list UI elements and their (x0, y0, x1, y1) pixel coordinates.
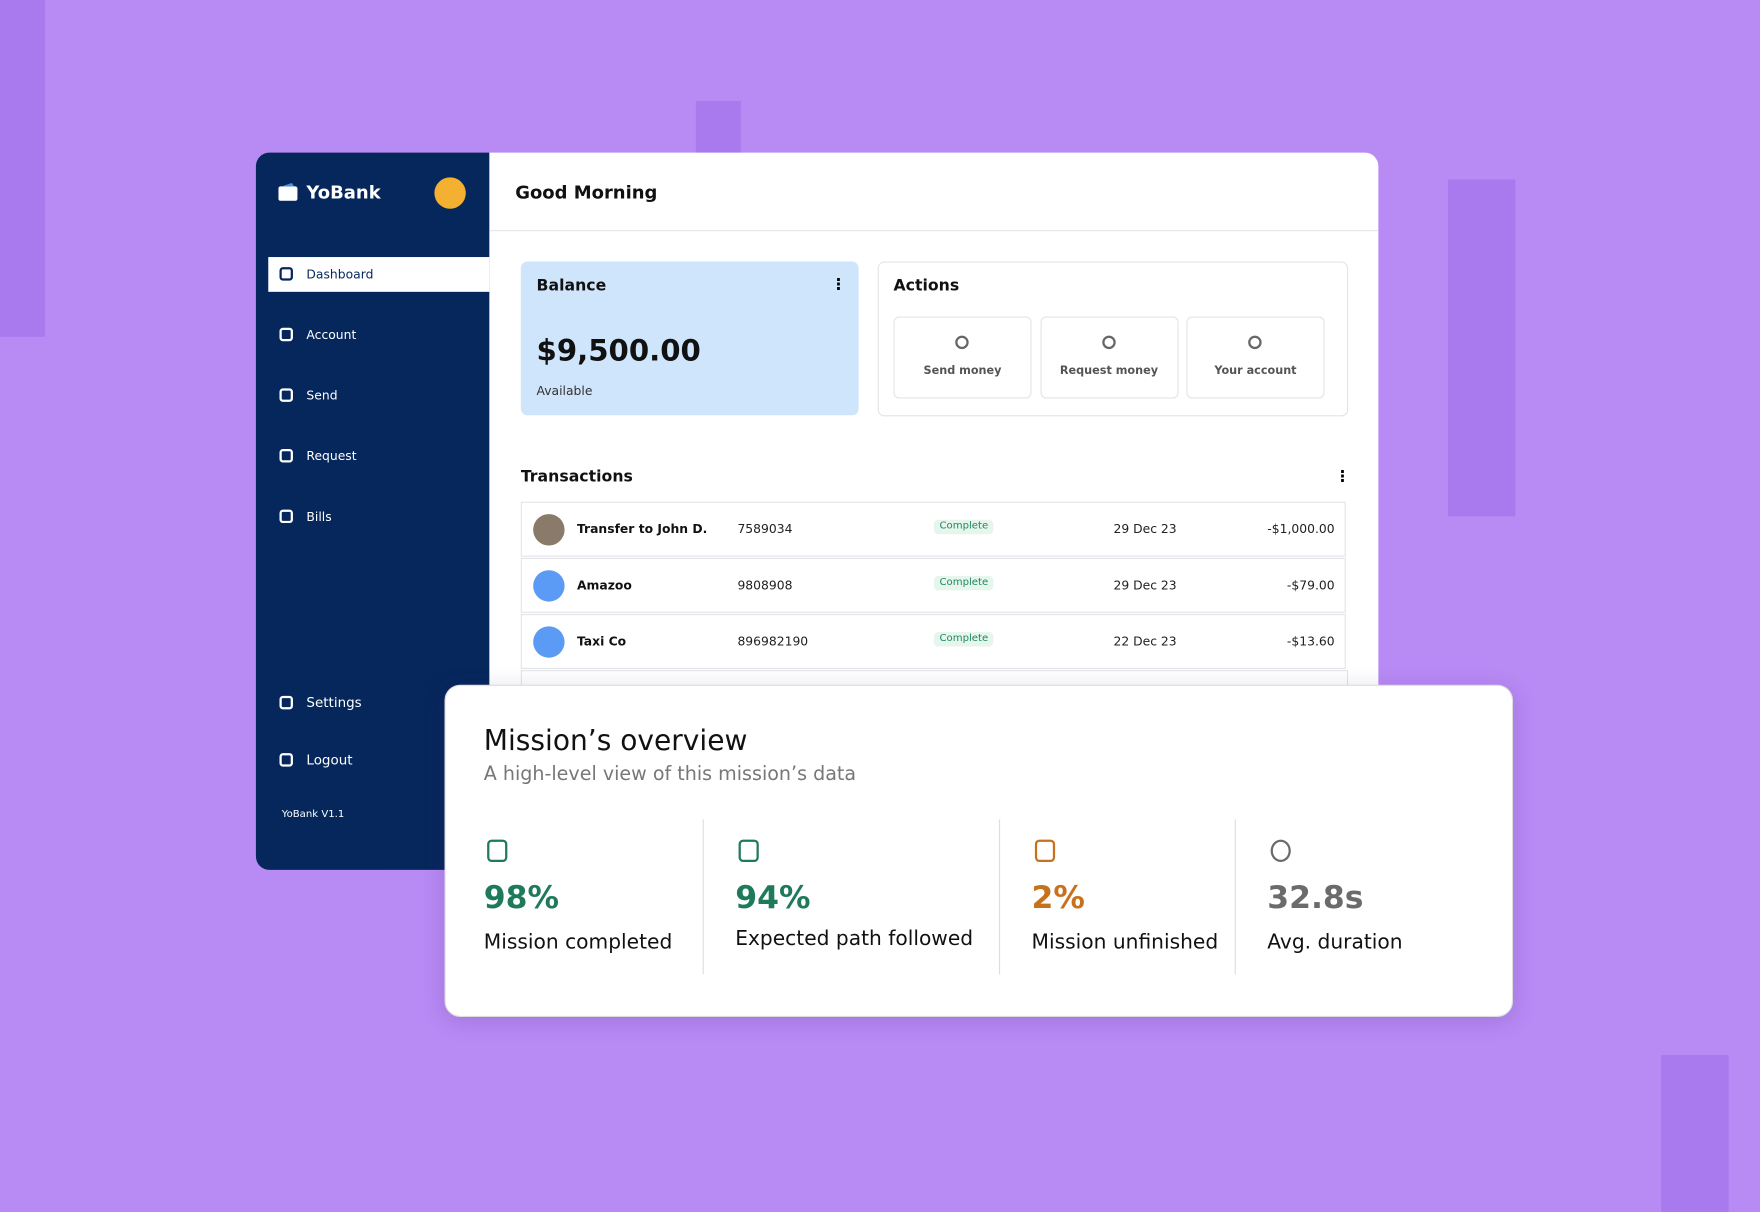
divider (489, 230, 1379, 232)
transaction-date: 29 Dec 23 (1113, 578, 1177, 593)
brand: YoBank (306, 181, 381, 204)
stat-value: 2% (1031, 878, 1085, 916)
bg-texture (1447, 179, 1516, 517)
stat-icon (738, 839, 759, 863)
transaction-amount: -$1,000.00 (1267, 521, 1335, 537)
transaction-date: 22 Dec 23 (1113, 634, 1177, 649)
nav-item[interactable]: Bills (306, 509, 332, 525)
status-pill: Complete (933, 575, 994, 591)
nav-item[interactable]: Logout (306, 752, 353, 768)
action-label: Send money (923, 364, 1002, 378)
actions-title: Actions (893, 277, 960, 296)
bg-texture (0, 0, 45, 337)
transaction-row[interactable] (520, 557, 1346, 613)
balance-title: Balance (536, 277, 607, 296)
transaction-row[interactable] (520, 613, 1346, 669)
status-pill: Complete (933, 631, 994, 647)
transaction-amount: -$13.60 (1286, 634, 1335, 649)
nav-active (268, 257, 490, 292)
transaction-ref: 7589034 (737, 521, 793, 537)
stat-value: 98% (483, 878, 560, 916)
action-icon (955, 335, 969, 350)
stat-icon (487, 839, 508, 863)
stat-label: Expected path followed (735, 927, 974, 951)
transaction-date: 29 Dec 23 (1113, 521, 1177, 537)
transaction-row[interactable] (520, 501, 1346, 557)
nav-item[interactable]: Account (306, 327, 357, 343)
nav-item[interactable]: Settings (306, 694, 362, 711)
overview-subtitle: A high-level view of this mission’s data (483, 763, 857, 786)
logo-icon (278, 182, 298, 201)
transaction-ref: 896982190 (737, 634, 809, 649)
nav-item[interactable]: Request (306, 448, 357, 464)
stat-icon (1270, 839, 1291, 863)
avatar[interactable] (434, 177, 466, 209)
version: YoBank V1.1 (281, 809, 345, 821)
avatar (533, 570, 565, 602)
bg-texture (1661, 1055, 1729, 1212)
nav-item[interactable]: Dashboard (306, 267, 374, 282)
stat-label: Avg. duration (1267, 930, 1403, 955)
action-label: Request money (1059, 364, 1159, 378)
action-button[interactable] (893, 316, 1032, 399)
bg-texture (695, 101, 741, 158)
action-label: Your account (1214, 364, 1297, 378)
icon (279, 695, 293, 710)
balance-caption: Available (536, 383, 593, 399)
divider (998, 819, 1001, 975)
avatar (533, 626, 565, 658)
icon (279, 388, 293, 402)
menu-dots[interactable]: ⋮ (830, 276, 847, 295)
divider (702, 819, 704, 975)
transaction-name: Taxi Co (576, 634, 627, 649)
action-icon (1248, 335, 1262, 350)
stat-value: 32.8s (1267, 878, 1364, 916)
header-title: Good Morning (515, 181, 658, 204)
menu-dots[interactable]: ⋮ (1334, 468, 1351, 487)
action-button[interactable] (1186, 316, 1325, 399)
icon (279, 509, 293, 524)
overview-card (444, 684, 1514, 1017)
icon (279, 327, 293, 342)
nav-item[interactable]: Send (306, 388, 338, 403)
transaction-name: Transfer to John D. (576, 521, 708, 537)
stat-label: Mission unfinished (1031, 930, 1219, 955)
action-button[interactable] (1039, 316, 1179, 399)
stat-label: Mission completed (483, 930, 673, 955)
stat-value: 94% (735, 878, 811, 916)
icon (279, 448, 293, 463)
transaction-ref: 9808908 (737, 578, 793, 593)
icon (279, 267, 293, 281)
transaction-name: Amazoo (576, 578, 632, 593)
transaction-amount: -$79.00 (1286, 578, 1335, 593)
balance-amount: $9,500.00 (536, 334, 701, 369)
overview-title: Mission’s overview (483, 723, 748, 757)
action-icon (1101, 335, 1116, 350)
divider (1234, 819, 1236, 975)
icon (279, 753, 293, 767)
status-pill: Complete (933, 519, 994, 535)
avatar (533, 514, 565, 546)
stat-icon (1034, 839, 1056, 863)
transactions-title: Transactions (520, 468, 633, 487)
balance-card (520, 261, 859, 416)
